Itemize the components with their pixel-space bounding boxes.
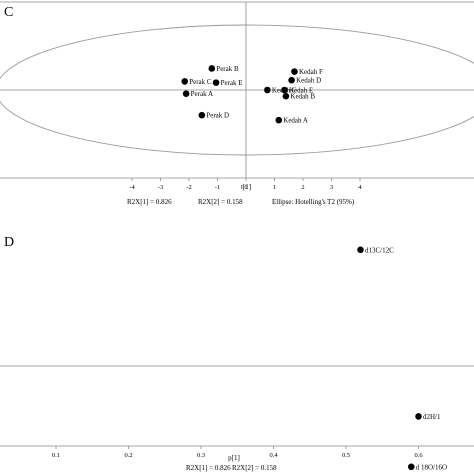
- panel-c-point-label: Kedah A: [283, 117, 308, 125]
- panel-d-tick-label: 0.1: [52, 452, 60, 459]
- panel-c-point-label: Perak B: [216, 65, 239, 73]
- panel-c-tick-label: -2: [186, 184, 191, 191]
- panel-c-tick-label: 3: [330, 184, 333, 191]
- panel-c-point: [288, 76, 295, 84]
- panel-d-tick-label: 0.3: [197, 452, 205, 459]
- panel-d-x-label: p[1]: [228, 454, 240, 462]
- panel-c-point-label: Perak C: [189, 78, 212, 86]
- panel-d-tick-label: 0.6: [414, 452, 423, 459]
- panel-c-point: [212, 79, 220, 86]
- panel-d-letter: D: [4, 235, 14, 250]
- panel-c-r2x1: R2X[1] = 0.826: [127, 198, 172, 206]
- panel-c-r2x2: R2X[2] = 0.158: [198, 198, 243, 206]
- panel-c-x-label: t[1]: [241, 183, 251, 191]
- panel-c-point: [264, 86, 271, 94]
- panel-c-point: [208, 65, 216, 72]
- panel-d-point-label: d2H/1: [423, 413, 441, 421]
- panel-d-point-label: d13C/12C: [365, 246, 394, 254]
- panel-c-tick-label: 0: [244, 184, 247, 191]
- panel-d-tick-label: 0.2: [124, 452, 132, 459]
- panel-c-point-label: Kedah B: [290, 93, 315, 101]
- panel-c-tick-label: 1: [273, 184, 276, 191]
- panel-d-point-label: d 18O/16O: [416, 463, 447, 471]
- panel-d-point: [407, 463, 415, 471]
- panel-c-point-label: Perak A: [191, 90, 213, 98]
- panel-c-point-label: Perak D: [206, 112, 229, 120]
- panel-c-tick-label: -1: [215, 184, 220, 191]
- panel-c-tick-label: -4: [129, 184, 135, 191]
- panel-c-point: [282, 92, 290, 100]
- panel-d-r2x1: R2X[1] = 0.826: [186, 464, 231, 472]
- panel-c-point: [275, 116, 283, 124]
- panel-d-tick-label: 0.4: [269, 452, 278, 459]
- panel-c-tick-label: 4: [358, 184, 362, 191]
- panel-c-tick-label: 2: [301, 184, 304, 191]
- panel-c-point: [281, 86, 288, 94]
- panel-c-point: [181, 78, 189, 85]
- panel-d-point: [415, 413, 422, 420]
- panel-c-point-label: Kedah E: [289, 87, 313, 95]
- panel-d-point: [357, 246, 364, 254]
- panel-d-r2x2: R2X[2] = 0.158: [232, 464, 277, 472]
- panel-c-point-label: Perak E: [221, 79, 243, 87]
- panel-c-letter: C: [4, 5, 13, 20]
- panel-c-ellipse-note: Ellipse: Hotelling's T2 (95%): [272, 198, 355, 206]
- panel-d-tick-label: 0.5: [342, 452, 350, 459]
- panel-c-point-label: Kedah F: [299, 68, 323, 76]
- panel-c-point: [182, 90, 190, 97]
- hotelling-ellipse: [0, 24, 474, 156]
- panel-c-point-label: Kedah D: [296, 77, 321, 85]
- panel-c-point: [198, 111, 206, 119]
- panel-c-tick-label: -3: [158, 184, 163, 191]
- panel-c-point: [291, 68, 298, 75]
